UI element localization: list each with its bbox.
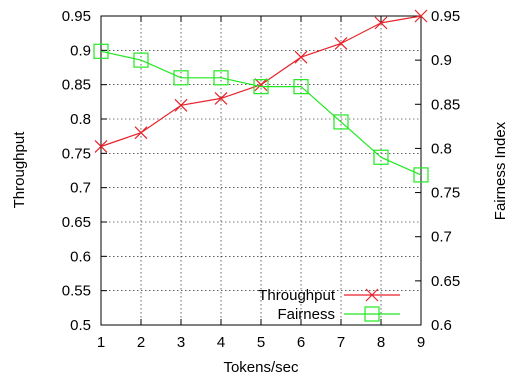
x-tick-label: 5: [257, 334, 265, 351]
x-tick-label: 7: [337, 334, 345, 351]
data-point-fairness: [253, 79, 269, 95]
y2-tick-label: 0.6: [431, 317, 452, 334]
plot-frame: [100, 15, 422, 326]
data-point-fairness: [333, 114, 349, 130]
y-tick-label: 0.5: [70, 317, 91, 334]
y-tick-label: 0.7: [70, 180, 91, 197]
y2-tick-label: 0.75: [431, 185, 460, 202]
y2-tick-label: 0.85: [431, 96, 460, 113]
legend-marker-throughput: [344, 288, 400, 302]
x-tick-label: 4: [217, 334, 225, 351]
data-point-fairness: [173, 70, 189, 86]
legend-symbol-fairness: [364, 306, 380, 322]
y-tick-label: 0.65: [62, 214, 91, 231]
data-point-throughput: [374, 16, 388, 30]
y2-tick-label: 0.7: [431, 229, 452, 246]
legend: Throughput Fairness: [258, 287, 400, 323]
y-tick-label: 0.95: [62, 8, 91, 25]
x-tick-label: 3: [177, 334, 185, 351]
y2-tick-label: 0.8: [431, 140, 452, 157]
data-point-throughput: [334, 37, 348, 50]
y2-tick-label: 0.65: [431, 273, 460, 290]
legend-symbol-throughput: [365, 288, 379, 302]
x-tick-label: 9: [417, 334, 425, 351]
axis-ticks: 1 2 3 4 5 6 7 8 9 0.5 0.55 0.6 0.65 0.7 0.75 0.8 0.85 0.9…: [62, 8, 460, 351]
x-tick-label: 8: [377, 334, 385, 351]
y2-tick-label: 0.95: [431, 8, 460, 25]
data-point-throughput: [94, 140, 108, 153]
data-point-fairness: [133, 52, 149, 68]
legend-label-fairness: Fairness: [277, 306, 335, 323]
data-point-throughput: [134, 126, 148, 140]
data-point-fairness: [413, 167, 429, 183]
x-tick-label: 1: [97, 334, 105, 351]
data-point-fairness: [213, 70, 229, 86]
y-axis-label: Throughput: [11, 131, 28, 209]
x-tick-label: 2: [137, 334, 145, 351]
data-point-throughput: [294, 50, 308, 64]
legend-marker-fairness: [344, 306, 400, 322]
data-point-fairness: [93, 43, 109, 59]
grid-lines: [101, 16, 421, 325]
y-tick-label: 0.9: [70, 42, 91, 59]
y-tick-label: 0.8: [70, 111, 91, 128]
series-layer: [93, 9, 429, 183]
x-tick-label: 6: [297, 334, 305, 351]
data-point-throughput: [174, 98, 188, 112]
data-point-fairness: [373, 149, 389, 165]
series-line-fairness: [100, 50, 422, 176]
y-tick-label: 0.6: [70, 248, 91, 265]
y2-axis-label: Fairness Index: [492, 121, 509, 220]
data-point-throughput: [414, 9, 428, 23]
legend-label-throughput: Throughput: [258, 287, 336, 304]
y-tick-label: 0.55: [62, 283, 91, 300]
y2-tick-label: 0.9: [431, 52, 452, 69]
y-tick-label: 0.85: [62, 77, 91, 94]
y-tick-label: 0.75: [62, 145, 91, 162]
data-point-throughput: [254, 78, 268, 92]
data-point-fairness: [293, 79, 309, 95]
data-point-throughput: [214, 91, 228, 105]
x-axis-label: Tokens/sec: [223, 359, 299, 376]
